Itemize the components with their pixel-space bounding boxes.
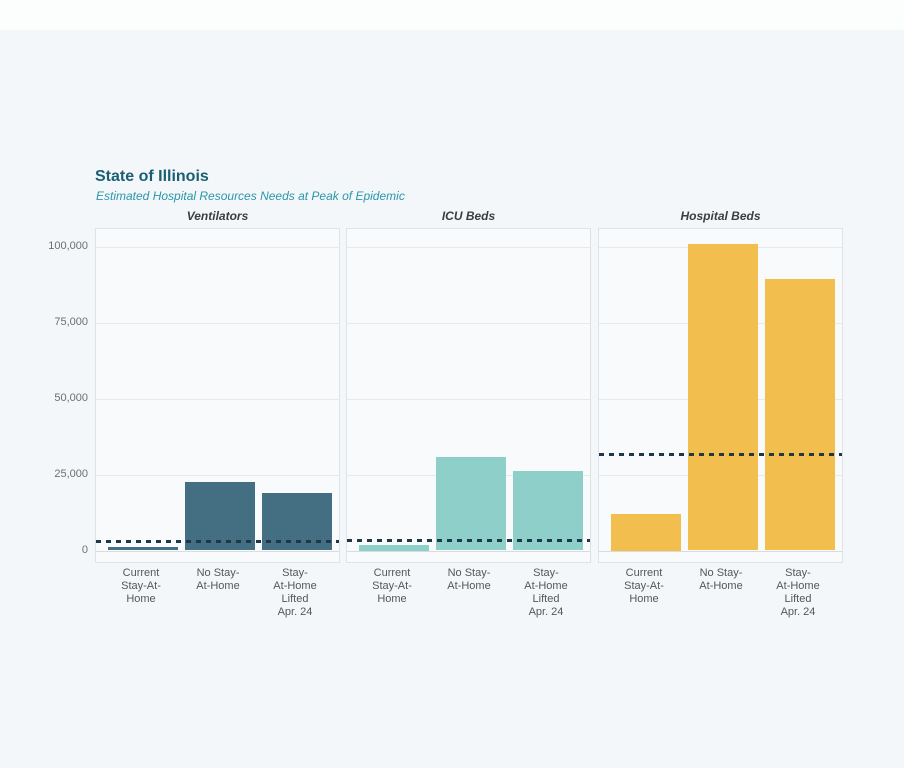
panel-hospital-beds: Hospital Beds Current Stay-At- Home No S… bbox=[598, 209, 843, 627]
plot-area-icu-beds bbox=[346, 228, 591, 563]
bar-ventilators-2 bbox=[184, 482, 255, 551]
panel-title-icu-beds: ICU Beds bbox=[441, 209, 496, 223]
panel-title-ventilators: Ventilators bbox=[186, 209, 249, 223]
gridline bbox=[96, 474, 339, 476]
gridline bbox=[96, 322, 339, 324]
x-tick-no-stay-at-home: No Stay- At-Home bbox=[196, 567, 240, 592]
capacity-dashed-line bbox=[599, 453, 842, 457]
bar-icu-beds-3 bbox=[513, 470, 583, 551]
gridline bbox=[96, 246, 339, 248]
bar-hospital-beds-3 bbox=[765, 278, 835, 551]
x-tick-stay-at-home-lifted: Stay- At-Home Lifted Apr. 24 bbox=[273, 567, 317, 618]
gridline bbox=[347, 398, 590, 400]
x-tick-current-stay-at-home: Current Stay-At- Home bbox=[121, 567, 161, 605]
plot-area-hospital-beds bbox=[598, 228, 843, 563]
y-tick-label: 0 bbox=[81, 543, 88, 556]
plot-area-ventilators bbox=[95, 228, 340, 563]
x-tick-no-stay-at-home: No Stay- At-Home bbox=[699, 567, 743, 592]
capacity-dashed-line bbox=[347, 538, 590, 542]
panel-icu-beds: ICU Beds Current Stay-At- Home No Stay- … bbox=[346, 209, 591, 627]
bar-icu-beds-2 bbox=[435, 456, 506, 551]
y-tick-label: 100,000 bbox=[48, 239, 88, 252]
bar-hospital-beds-1 bbox=[610, 514, 681, 551]
x-tick-stay-at-home-lifted: Stay- At-Home Lifted Apr. 24 bbox=[524, 567, 568, 618]
x-axis-icu-beds: Current Stay-At- Home No Stay- At-Home S… bbox=[346, 567, 591, 627]
bar-hospital-beds-2 bbox=[687, 243, 758, 551]
zero-gridline bbox=[599, 550, 842, 552]
top-strip bbox=[0, 0, 904, 30]
chart-title: State of Illinois bbox=[95, 168, 209, 185]
x-axis-hospital-beds: Current Stay-At- Home No Stay- At-Home S… bbox=[598, 567, 843, 627]
capacity-dashed-line bbox=[96, 539, 339, 543]
bar-ventilators-1 bbox=[107, 546, 178, 551]
panel-title-hospital-beds: Hospital Beds bbox=[680, 209, 761, 223]
y-tick-label: 50,000 bbox=[54, 391, 88, 404]
x-tick-current-stay-at-home: Current Stay-At- Home bbox=[624, 567, 664, 605]
x-tick-current-stay-at-home: Current Stay-At- Home bbox=[372, 567, 412, 605]
y-tick-label: 25,000 bbox=[54, 467, 88, 480]
x-axis-ventilators: Current Stay-At- Home No Stay- At-Home S… bbox=[95, 567, 340, 627]
x-tick-no-stay-at-home: No Stay- At-Home bbox=[447, 567, 491, 592]
gridline bbox=[347, 322, 590, 324]
zero-gridline bbox=[96, 550, 339, 552]
gridline bbox=[347, 246, 590, 248]
zero-gridline bbox=[347, 550, 590, 552]
gridline bbox=[96, 398, 339, 400]
y-tick-label: 75,000 bbox=[54, 315, 88, 328]
chart-subtitle: Estimated Hospital Resources Needs at Pe… bbox=[96, 189, 405, 203]
x-tick-stay-at-home-lifted: Stay- At-Home Lifted Apr. 24 bbox=[776, 567, 820, 618]
panel-ventilators: Ventilators Current Stay-At- Home No Sta… bbox=[95, 209, 340, 627]
bar-icu-beds-1 bbox=[358, 545, 429, 551]
